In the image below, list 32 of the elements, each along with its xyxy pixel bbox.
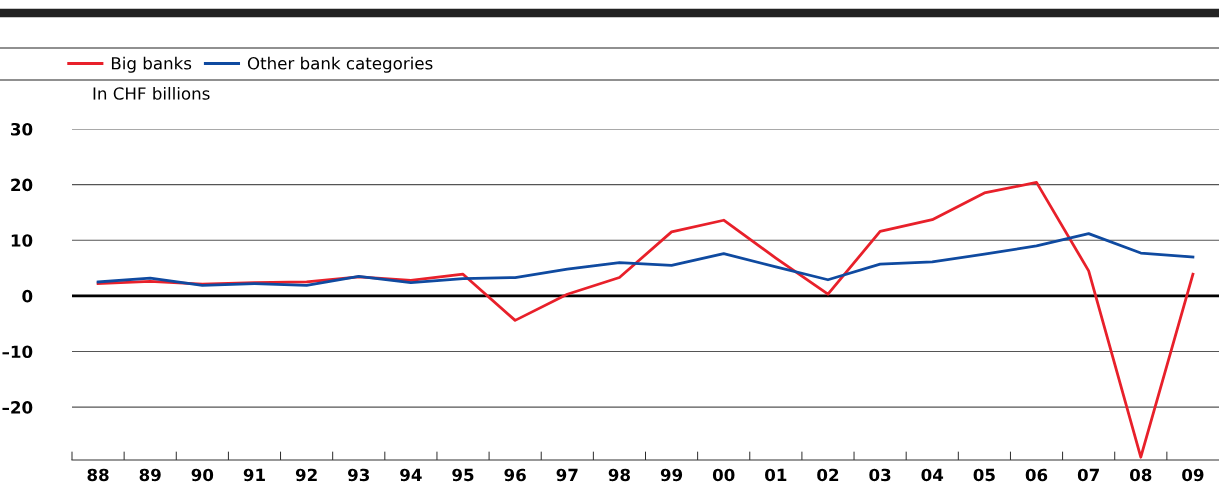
x-tick-label: 04	[921, 468, 944, 482]
x-tick-label: 97	[556, 468, 578, 482]
x-tick-label: 00	[712, 468, 735, 482]
legend-label: Other bank categories	[247, 56, 433, 73]
x-tick-label: 91	[243, 468, 265, 482]
line-series	[96, 232, 1195, 287]
y-tick-label: 0	[22, 289, 33, 303]
x-tick-label: 02	[817, 468, 839, 482]
x-tick-label: 90	[191, 468, 214, 482]
y-tick-label: 10	[11, 234, 33, 247]
x-tick-label: 96	[504, 468, 526, 482]
y-tick-label: 30	[11, 122, 33, 136]
y-tick-label: –20	[2, 401, 33, 414]
x-tick-label: 93	[348, 468, 370, 482]
x-tick-label: 08	[1130, 468, 1152, 482]
x-tick-label: 07	[1077, 468, 1099, 482]
x-tick-label: 88	[87, 468, 109, 482]
x-tick-label: 98	[608, 468, 630, 482]
x-tick-label: 99	[660, 468, 683, 482]
x-tick-label: 03	[869, 468, 891, 482]
x-tick-label: 05	[973, 468, 995, 482]
x-tick-label: 92	[295, 468, 317, 482]
x-tick-label: 94	[400, 468, 422, 482]
x-tick-label: 06	[1025, 468, 1048, 482]
x-tick-label: 89	[139, 468, 161, 482]
y-axis-title: In CHF billions	[93, 86, 210, 100]
x-tick-label: 01	[765, 468, 787, 482]
legend-label: Big banks	[111, 56, 192, 73]
x-tick-label: 09	[1182, 468, 1204, 482]
y-tick-label: 20	[11, 178, 33, 192]
y-tick-label: –10	[2, 345, 33, 359]
x-tick-label: 95	[452, 468, 474, 482]
